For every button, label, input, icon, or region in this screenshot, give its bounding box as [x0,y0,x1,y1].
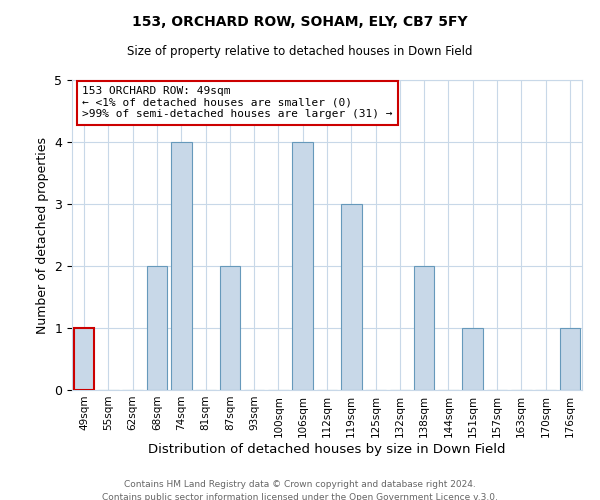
Bar [463,328,483,390]
Y-axis label: Number of detached properties: Number of detached properties [36,136,49,334]
Bar [414,266,434,390]
Text: Size of property relative to detached houses in Down Field: Size of property relative to detached ho… [127,45,473,58]
Bar [220,266,240,390]
Text: 153, ORCHARD ROW, SOHAM, ELY, CB7 5FY: 153, ORCHARD ROW, SOHAM, ELY, CB7 5FY [132,15,468,29]
Text: Contains HM Land Registry data © Crown copyright and database right 2024.: Contains HM Land Registry data © Crown c… [124,480,476,489]
X-axis label: Distribution of detached houses by size in Down Field: Distribution of detached houses by size … [148,442,506,456]
Text: 153 ORCHARD ROW: 49sqm
← <1% of detached houses are smaller (0)
>99% of semi-det: 153 ORCHARD ROW: 49sqm ← <1% of detached… [82,86,392,120]
Bar [292,142,313,390]
Text: Contains public sector information licensed under the Open Government Licence v.: Contains public sector information licen… [102,492,498,500]
Bar [560,328,580,390]
Bar [74,328,94,390]
Bar [171,142,191,390]
Bar [341,204,362,390]
Bar [146,266,167,390]
